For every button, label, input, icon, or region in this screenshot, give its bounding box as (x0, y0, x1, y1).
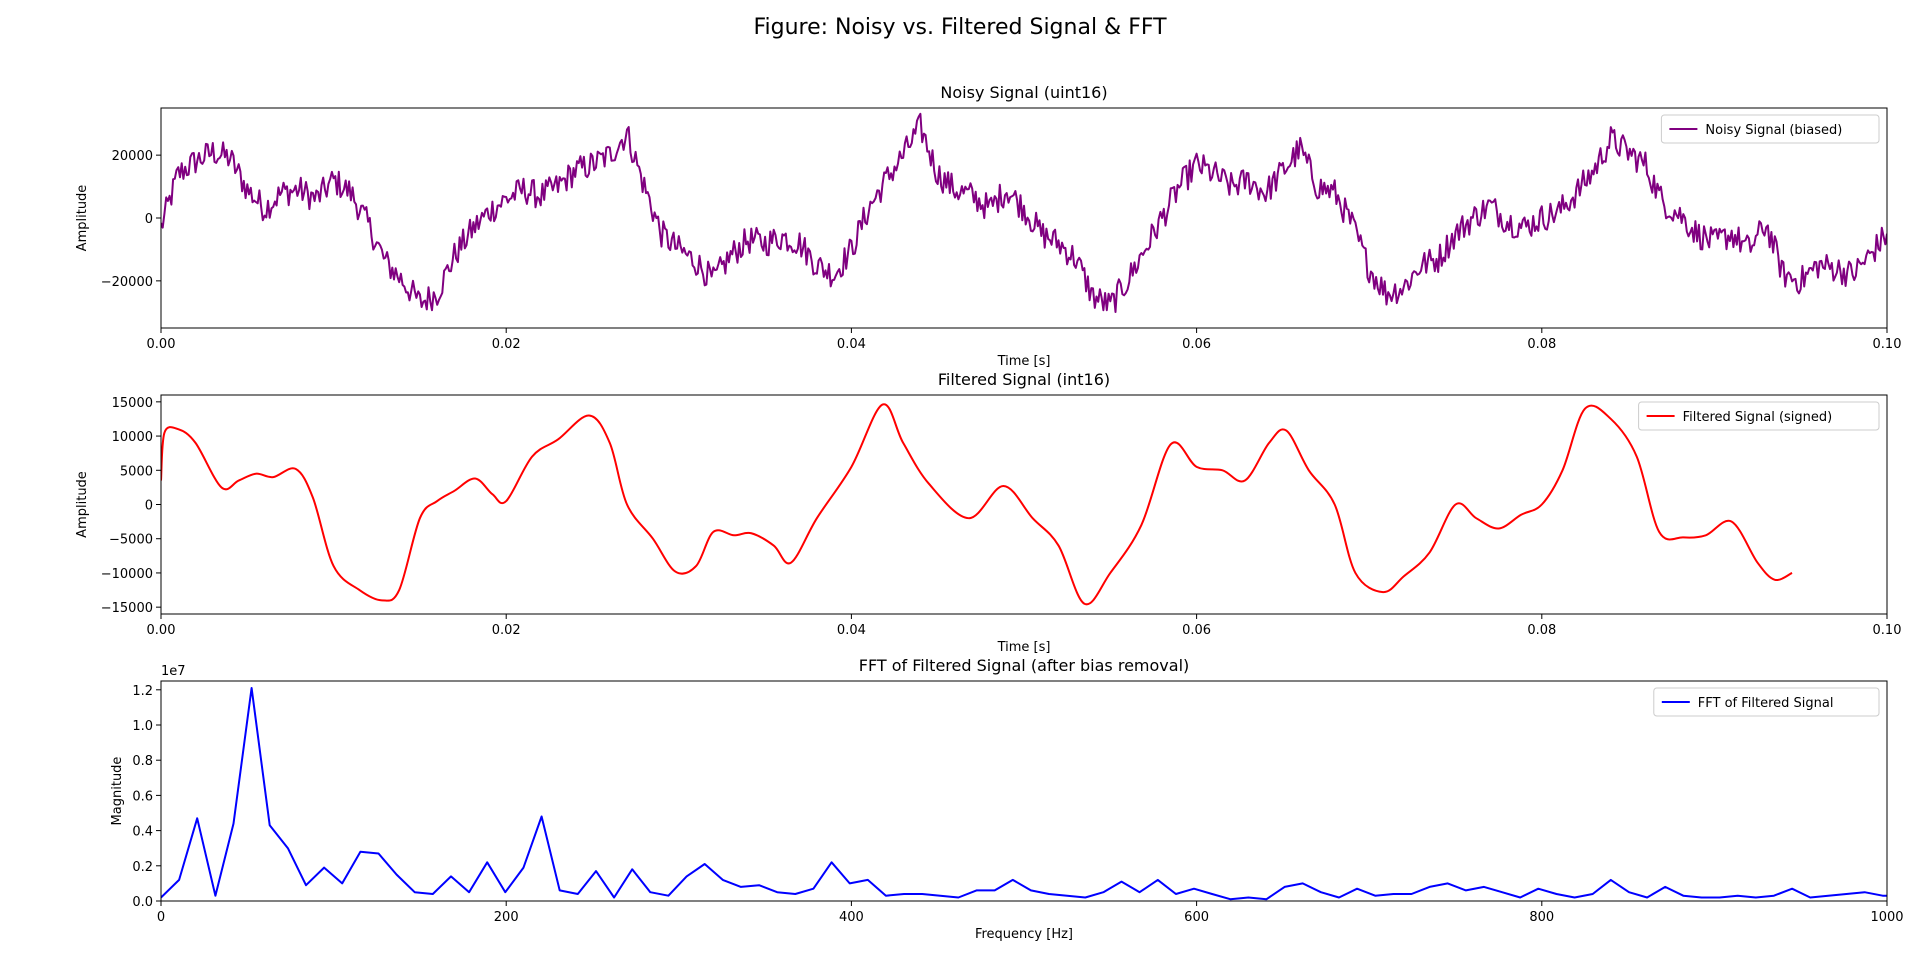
x-axis-label: Time [s] (997, 640, 1051, 655)
x-tick-label: 0.06 (1182, 337, 1211, 352)
y-tick-label: 10000 (112, 430, 153, 445)
x-axis-label: Time [s] (997, 354, 1051, 369)
x-tick-label: 0.00 (147, 337, 176, 352)
series-line-1-1 (161, 112, 1887, 313)
x-tick-label: 0.10 (1873, 623, 1902, 638)
x-tick-label: 800 (1529, 910, 1554, 925)
series-line-2-1 (161, 403, 1793, 606)
y-tick-label: −15000 (101, 601, 153, 616)
y-tick-label: 20000 (112, 149, 153, 164)
subplot-title: FFT of Filtered Signal (after bias remov… (859, 656, 1190, 675)
subplot-title: Noisy Signal (uint16) (940, 83, 1107, 102)
legend-box (1638, 401, 1880, 431)
legend-label: Filtered Signal (signed) (1683, 410, 1833, 425)
legend-box (1660, 114, 1880, 144)
x-tick-label: 0.06 (1182, 623, 1211, 638)
x-tick-label: 0.08 (1527, 337, 1556, 352)
subplot-3: 0 200 400 600 800 1000 0.0 0.2 0.4 0.6 0.8 1.0 1.2 FF… (110, 656, 1904, 942)
x-tick-label: 0.04 (837, 337, 866, 352)
subplot-2: 0.00 0.02 0.04 0.06 0.08 0.10 −15000 −10000 −500… (75, 370, 1901, 655)
subplot-1: 0.00 0.02 0.04 0.06 0.08 0.10 −20000 0 20000 Nois… (75, 83, 1901, 369)
x-tick-label: 0.10 (1873, 337, 1902, 352)
x-tick-label: 0.04 (837, 623, 866, 638)
y-tick-label: 15000 (112, 396, 153, 411)
figure-title: Figure: Noisy vs. Filtered Signal & FFT (753, 15, 1167, 40)
y-axis-label: Magnitude (110, 757, 125, 826)
subplots: 0.00 0.02 0.04 0.06 0.08 0.10−20000020000Nois… (75, 83, 1904, 942)
y-tick-label: 5000 (120, 464, 153, 479)
y-tick-label: 0 (145, 212, 153, 227)
y-tick-label: 0.6 (132, 789, 153, 804)
y-tick-label: 1.0 (132, 719, 153, 734)
y-tick-label: 0.4 (132, 825, 153, 840)
x-tick-label: 0.02 (492, 623, 521, 638)
legend-box (1653, 687, 1880, 717)
y-tick-label: −20000 (101, 275, 153, 290)
x-tick-label: 400 (839, 910, 864, 925)
legend-label: Noisy Signal (biased) (1705, 123, 1842, 138)
y-tick-label: 0.2 (132, 860, 153, 875)
y-axis-label: Amplitude (75, 471, 90, 538)
y-tick-label: −5000 (109, 533, 153, 548)
subplot-title: Filtered Signal (int16) (938, 370, 1110, 389)
x-tick-label: 600 (1184, 910, 1209, 925)
series-line-3-1 (161, 687, 1887, 901)
y-tick-label: −10000 (101, 567, 153, 582)
x-tick-label: 0.08 (1527, 623, 1556, 638)
y-tick-label: 0 (145, 499, 153, 514)
x-tick-label: 0.00 (147, 623, 176, 638)
y-tick-label: 0.8 (132, 754, 153, 769)
y-tick-label: 0.0 (132, 895, 153, 910)
legend-label: FFT of Filtered Signal (1698, 696, 1834, 711)
axes-frame (160, 680, 1888, 902)
y-axis-label: Amplitude (75, 185, 90, 252)
x-tick-label: 0.02 (492, 337, 521, 352)
x-tick-label: 0 (157, 910, 165, 925)
y-offset-label: 1e7 (161, 664, 186, 679)
x-tick-label: 1000 (1870, 910, 1903, 925)
y-tick-label: 1.2 (132, 684, 153, 699)
x-tick-label: 200 (494, 910, 519, 925)
x-axis-label: Frequency [Hz] (975, 927, 1073, 942)
